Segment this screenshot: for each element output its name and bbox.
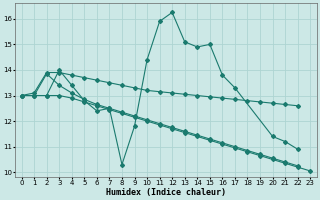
X-axis label: Humidex (Indice chaleur): Humidex (Indice chaleur) bbox=[106, 188, 226, 197]
